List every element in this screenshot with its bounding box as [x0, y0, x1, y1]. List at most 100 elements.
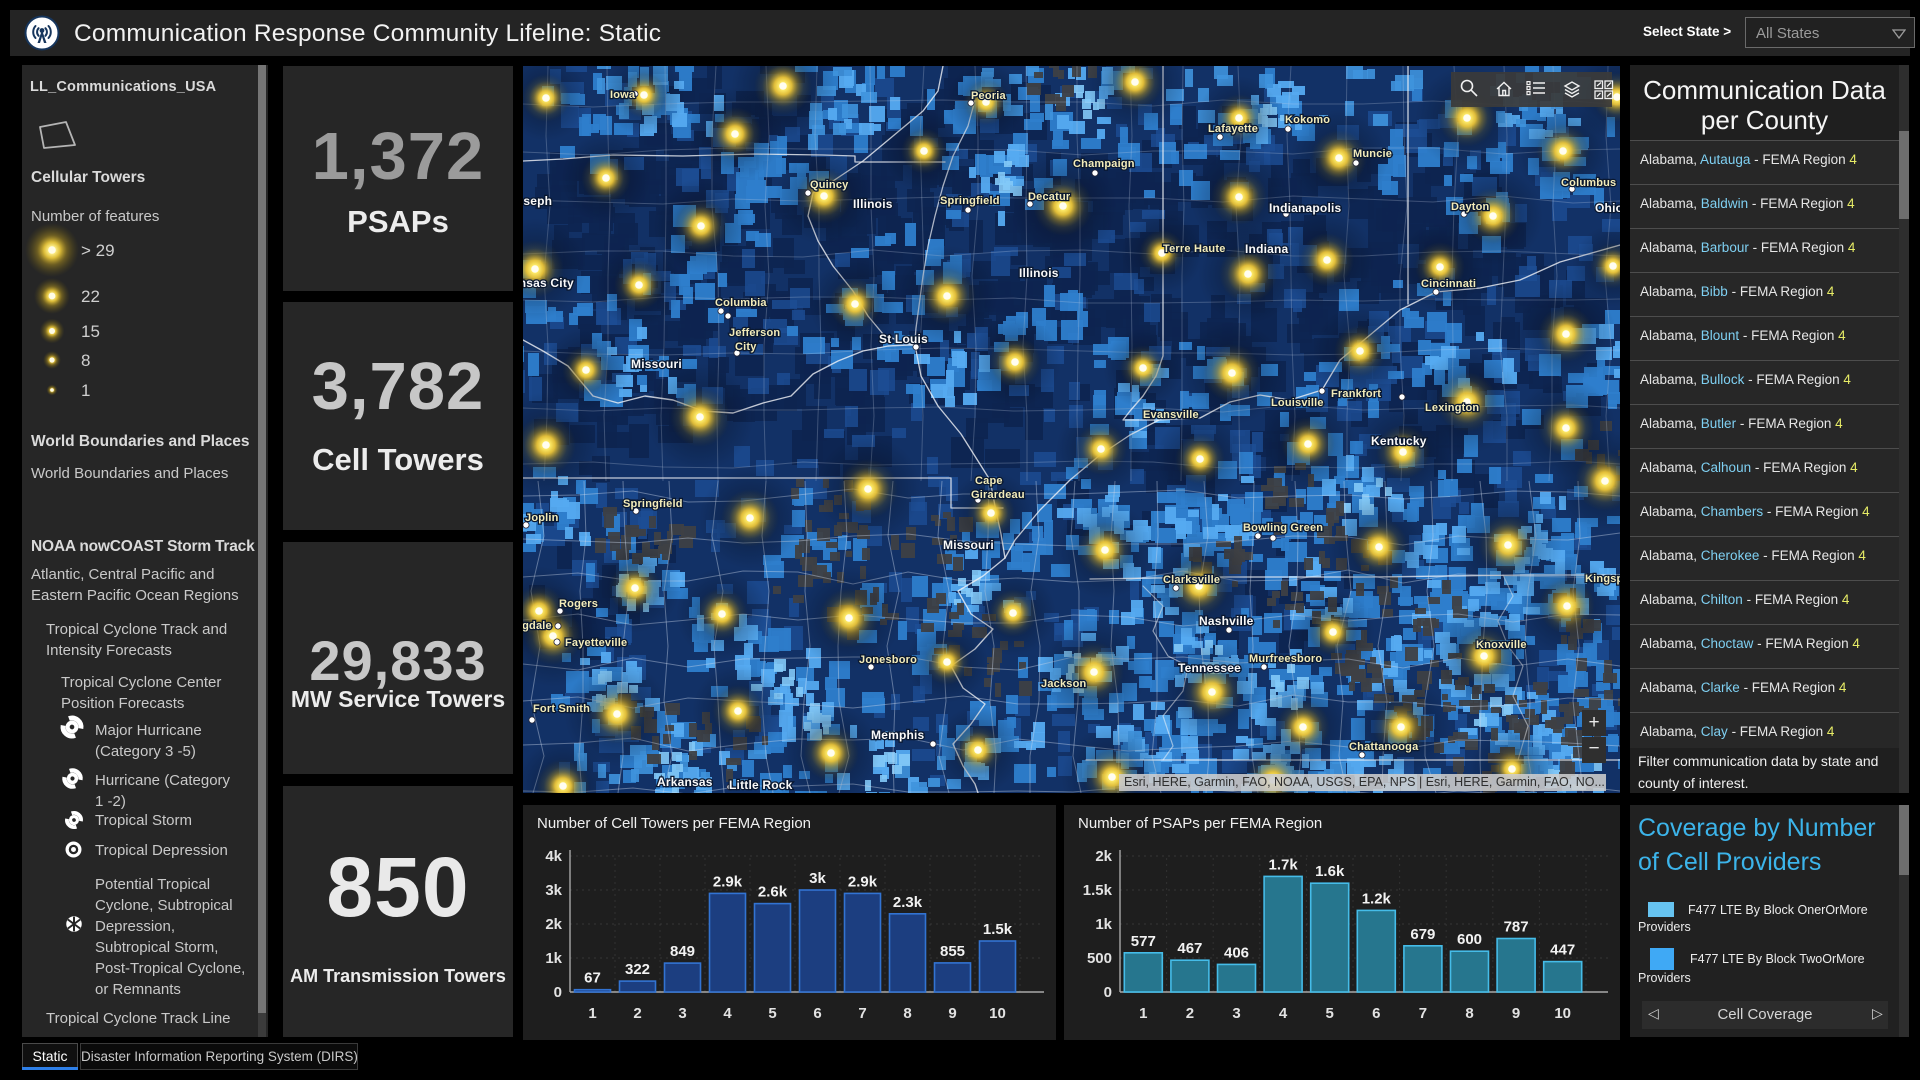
svg-text:2.9k: 2.9k	[713, 873, 743, 890]
svg-text:Louisville: Louisville	[1271, 397, 1324, 409]
svg-text:Missouri: Missouri	[631, 357, 682, 371]
svg-text:City: City	[735, 341, 757, 353]
svg-text:6: 6	[813, 1005, 821, 1022]
svg-text:679: 679	[1410, 926, 1435, 943]
svg-text:Jackson: Jackson	[1041, 678, 1087, 690]
svg-text:Fort Smith: Fort Smith	[533, 703, 590, 715]
svg-text:3: 3	[1232, 1005, 1240, 1022]
svg-text:Clarksville: Clarksville	[1163, 574, 1220, 586]
svg-text:1k: 1k	[1095, 916, 1112, 933]
svg-text:600: 600	[1457, 931, 1482, 948]
svg-text:6: 6	[1372, 1005, 1380, 1022]
svg-text:2.9k: 2.9k	[848, 873, 878, 890]
svg-text:3k: 3k	[545, 882, 562, 899]
svg-text:Little Rock: Little Rock	[729, 778, 793, 792]
svg-text:3: 3	[678, 1005, 686, 1022]
svg-text:Illinois: Illinois	[853, 197, 893, 211]
svg-text:Cape: Cape	[975, 475, 1003, 487]
svg-text:4k: 4k	[545, 848, 562, 865]
svg-text:Murfreesboro: Murfreesboro	[1249, 653, 1322, 665]
svg-text:Muncie: Muncie	[1353, 148, 1392, 160]
svg-text:1.5k: 1.5k	[983, 921, 1013, 938]
svg-text:Ohio: Ohio	[1595, 201, 1620, 215]
svg-text:Missouri: Missouri	[943, 538, 994, 552]
svg-text:500: 500	[1087, 950, 1112, 967]
svg-text:St Louis: St Louis	[879, 332, 928, 346]
svg-text:Cincinnati: Cincinnati	[1421, 278, 1476, 290]
svg-text:Rogers: Rogers	[559, 598, 598, 610]
svg-text:2: 2	[633, 1005, 641, 1022]
svg-text:9: 9	[948, 1005, 956, 1022]
svg-text:Quincy: Quincy	[810, 179, 849, 191]
svg-text:10: 10	[989, 1005, 1006, 1022]
svg-text:Springfield: Springfield	[623, 498, 683, 510]
svg-text:577: 577	[1131, 933, 1156, 950]
svg-text:0: 0	[1104, 984, 1112, 1001]
svg-text:322: 322	[625, 961, 650, 978]
svg-text:4: 4	[723, 1005, 732, 1022]
svg-text:Terre Haute: Terre Haute	[1163, 243, 1226, 255]
svg-text:7: 7	[858, 1005, 866, 1022]
svg-text:Fayetteville: Fayetteville	[565, 637, 627, 649]
svg-text:Columbia: Columbia	[715, 297, 767, 309]
svg-text:2.3k: 2.3k	[893, 894, 923, 911]
svg-text:3k: 3k	[809, 870, 826, 887]
svg-text:10: 10	[1554, 1005, 1571, 1022]
svg-text:8: 8	[903, 1005, 911, 1022]
svg-text:Bowling Green: Bowling Green	[1243, 522, 1323, 534]
svg-text:67: 67	[584, 970, 601, 987]
svg-text:1.5k: 1.5k	[1083, 882, 1113, 899]
svg-text:Chattanooga: Chattanooga	[1349, 741, 1419, 753]
svg-text:Dayton: Dayton	[1451, 201, 1490, 213]
svg-text:Champaign: Champaign	[1073, 158, 1135, 170]
svg-text:9: 9	[1512, 1005, 1520, 1022]
svg-text:5: 5	[1326, 1005, 1334, 1022]
svg-text:447: 447	[1550, 942, 1575, 959]
svg-text:Springfield: Springfield	[940, 195, 1000, 207]
svg-text:1: 1	[588, 1005, 596, 1022]
svg-text:1.7k: 1.7k	[1268, 856, 1298, 873]
svg-text:2.6k: 2.6k	[758, 884, 788, 901]
svg-text:1.6k: 1.6k	[1315, 863, 1345, 880]
svg-text:Kansas City: Kansas City	[523, 276, 574, 290]
svg-text:Indianapolis: Indianapolis	[1269, 201, 1342, 215]
svg-text:Kokomo: Kokomo	[1285, 114, 1330, 126]
svg-text:406: 406	[1224, 944, 1249, 961]
svg-text:Tennessee: Tennessee	[1178, 661, 1241, 675]
svg-text:2: 2	[1186, 1005, 1194, 1022]
svg-text:8: 8	[1465, 1005, 1473, 1022]
svg-text:1.2k: 1.2k	[1362, 890, 1392, 907]
svg-text:Kingsp: Kingsp	[1585, 573, 1620, 585]
svg-text:Illinois: Illinois	[1019, 266, 1059, 280]
svg-text:Knoxville: Knoxville	[1476, 639, 1527, 651]
svg-text:Frankfort: Frankfort	[1331, 388, 1381, 400]
svg-text:Kentucky: Kentucky	[1371, 434, 1427, 448]
svg-text:0: 0	[554, 984, 562, 1001]
svg-text:Springdale: Springdale	[523, 620, 552, 632]
svg-text:787: 787	[1504, 919, 1529, 936]
svg-text:849: 849	[670, 943, 695, 960]
svg-text:Nashville: Nashville	[1199, 614, 1254, 628]
svg-text:855: 855	[940, 943, 965, 960]
svg-text:Arkansas: Arkansas	[657, 775, 713, 789]
svg-text:1: 1	[1139, 1005, 1147, 1022]
svg-text:Decatur: Decatur	[1028, 191, 1071, 203]
svg-text:4: 4	[1279, 1005, 1288, 1022]
svg-text:Lexington: Lexington	[1425, 402, 1479, 414]
svg-text:Peoria: Peoria	[971, 90, 1007, 102]
svg-text:Girardeau: Girardeau	[971, 489, 1025, 501]
svg-text:2k: 2k	[545, 916, 562, 933]
svg-text:467: 467	[1177, 940, 1202, 957]
svg-text:Lafayette: Lafayette	[1208, 123, 1258, 135]
svg-text:2k: 2k	[1095, 848, 1112, 865]
svg-text:Iowa: Iowa	[610, 89, 636, 101]
svg-text:5: 5	[768, 1005, 776, 1022]
svg-text:1k: 1k	[545, 950, 562, 967]
svg-text:7: 7	[1419, 1005, 1427, 1022]
svg-text:Evansville: Evansville	[1143, 409, 1199, 421]
svg-text:Columbus: Columbus	[1561, 177, 1616, 189]
svg-text:Jonesboro: Jonesboro	[859, 654, 917, 666]
svg-text:Jefferson: Jefferson	[729, 327, 780, 339]
svg-text:Joseph: Joseph	[523, 194, 552, 208]
svg-text:Indiana: Indiana	[1245, 242, 1289, 256]
